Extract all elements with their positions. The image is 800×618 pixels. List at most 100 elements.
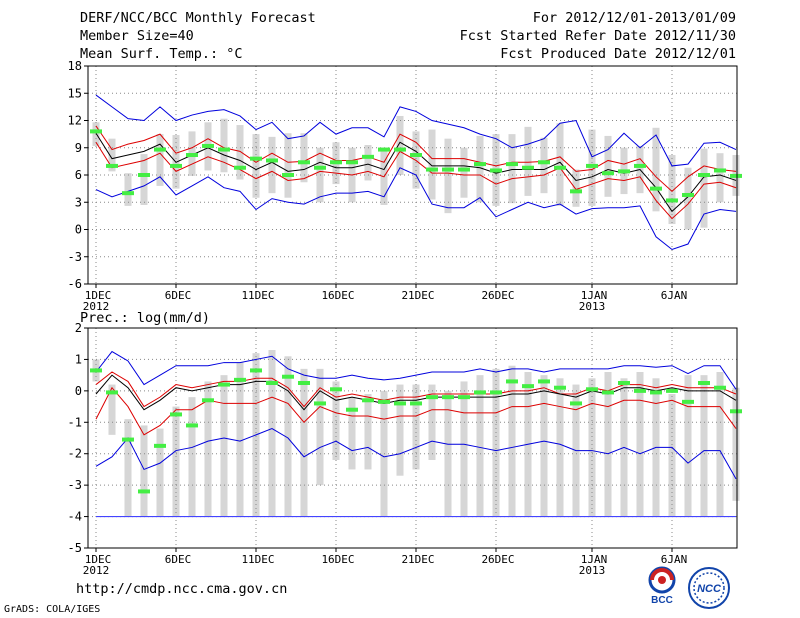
temp-y-tick-label: 18	[68, 59, 82, 73]
prec-x-tick-label: 11DEC	[241, 553, 274, 566]
prec-observed-mark	[730, 409, 742, 414]
prec-observed-mark	[602, 390, 614, 395]
website-url[interactable]: http://cmdp.ncc.cma.gov.cn	[76, 581, 288, 597]
temp-ensemble-box	[476, 135, 484, 203]
temp-x-tick-label: 11DEC	[241, 289, 274, 302]
prec-max-line	[95, 350, 737, 390]
temp-observed-mark	[586, 163, 598, 168]
temp-observed-mark	[90, 129, 102, 134]
temp-ensemble-box	[508, 134, 516, 204]
temp-observed-mark	[650, 186, 662, 191]
prec-observed-mark	[154, 443, 166, 448]
temp-ensemble-box	[220, 118, 228, 173]
prec-x-year-label: 2013	[579, 564, 606, 577]
temp-ensemble-box	[268, 136, 276, 194]
prec-ensemble-box	[140, 425, 148, 517]
temp-observed-mark	[506, 162, 518, 167]
prec-ensemble-box	[172, 406, 180, 517]
temp-y-tick-label: 3	[75, 195, 82, 209]
prec-ensemble-box	[492, 368, 500, 517]
prec-x-tick-label: 6DEC	[165, 553, 192, 566]
temp-observed-mark	[282, 173, 294, 177]
temp-ensemble-box	[524, 126, 532, 196]
temp-observed-mark	[170, 163, 182, 168]
ncc-logo: NCC	[688, 567, 730, 609]
temp-observed-mark	[154, 147, 166, 152]
temp-observed-mark	[474, 162, 486, 167]
prec-observed-mark	[362, 398, 374, 403]
temp-observed-mark	[250, 156, 262, 161]
temp-observed-mark	[554, 165, 566, 170]
bcc-logo-text: BCC	[651, 595, 673, 606]
prec-observed-mark	[266, 381, 278, 385]
temp-y-tick-label: 12	[68, 114, 82, 128]
prec-observed-mark	[234, 377, 246, 382]
prec-observed-mark	[634, 388, 646, 393]
prec-observed-mark	[650, 390, 662, 395]
prec-observed-mark	[314, 401, 326, 406]
temp-ensemble-box	[556, 123, 564, 206]
prec-observed-mark	[506, 379, 518, 384]
prec-frame	[87, 327, 738, 549]
temp-ensemble-box	[284, 133, 292, 198]
prec-ensemble-box	[732, 387, 740, 501]
temp-observed-mark	[186, 153, 198, 158]
prec-ensemble-box	[668, 394, 676, 517]
temp-ensemble-box	[236, 125, 244, 180]
temp-x-tick-label: 26DEC	[481, 289, 514, 302]
prec-panel-title: Prec.: log(mm/d)	[80, 310, 210, 326]
prec-observed-mark	[490, 390, 502, 395]
prec-observed-mark	[378, 399, 390, 404]
prec-observed-mark	[122, 437, 134, 442]
prec-observed-mark	[202, 398, 214, 403]
temp-observed-mark	[698, 173, 710, 177]
temp-observed-mark	[426, 167, 438, 172]
prec-ensemble-box	[236, 362, 244, 517]
temp-x-tick-label: 6DEC	[165, 289, 192, 302]
temp-x-tick-label: 1DEC	[85, 289, 112, 302]
temp-observed-mark	[618, 169, 630, 174]
prec-observed-mark	[346, 407, 358, 412]
prec-y-tick-label: -3	[68, 478, 82, 492]
temp-observed-mark	[522, 165, 534, 170]
prec-observed-mark	[682, 399, 694, 404]
temp-observed-mark	[410, 153, 422, 158]
temp-y-tick-label: -6	[68, 277, 82, 291]
temp-ensemble-box	[716, 153, 724, 203]
prec-ensemble-box	[508, 365, 516, 517]
temp-ensemble-box	[668, 155, 676, 225]
prec-min-line	[95, 428, 737, 480]
ncc-logo-text: NCC	[697, 583, 722, 595]
prec-ensemble-box	[540, 375, 548, 517]
prec-observed-mark	[90, 368, 102, 373]
prec-ensemble-box	[604, 372, 612, 517]
prec-mean-line	[95, 374, 737, 411]
temp-observed-mark	[346, 160, 358, 165]
prec-y-tick-label: 1	[75, 352, 82, 366]
prec-x-tick-label: 26DEC	[481, 553, 514, 566]
temp-observed-mark	[234, 165, 246, 170]
temp-observed-mark	[602, 171, 614, 176]
temp-ensemble-box	[108, 138, 116, 172]
prec-y-tick-label: -5	[68, 541, 82, 555]
temp-observed-mark	[378, 147, 390, 152]
prec-ensemble-box	[476, 375, 484, 517]
prec-ensemble-box	[556, 378, 564, 517]
temp-x-tick-label: 21DEC	[401, 289, 434, 302]
prec-ensemble-box	[684, 375, 692, 517]
prec-observed-mark	[554, 385, 566, 390]
prec-y-tick-label: 2	[75, 321, 82, 335]
temp-ensemble-box	[300, 133, 308, 183]
temp-observed-mark	[570, 189, 582, 194]
temp-x-tick-label: 1JAN	[581, 289, 608, 302]
prec-ensemble-box	[364, 394, 372, 470]
temp-min-line	[95, 167, 737, 251]
prec-x-tick-label: 6JAN	[661, 553, 688, 566]
temp-observed-mark	[122, 191, 134, 196]
temp-observed-mark	[458, 167, 470, 172]
temp-ensemble-box	[156, 134, 164, 186]
prec-ensemble-box	[316, 368, 324, 486]
temp-observed-mark	[442, 167, 454, 172]
prec-y-tick-label: -4	[68, 510, 82, 524]
prec-x-tick-label: 16DEC	[321, 553, 354, 566]
